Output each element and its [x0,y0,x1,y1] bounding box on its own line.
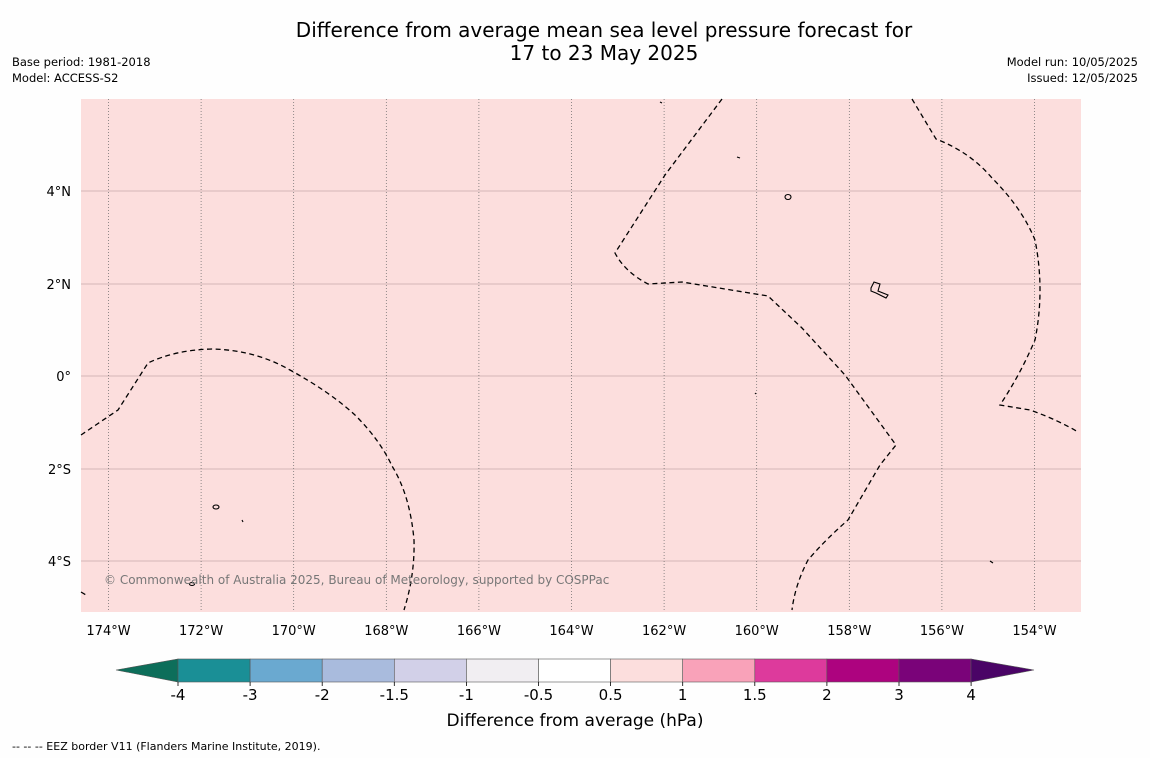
lon-label: 172°W [179,624,223,639]
island-kiritimati [870,281,889,299]
latitude-labels: 4°N 2°N 0° 2°S 4°S [47,185,72,570]
longitude-labels: 174°W 172°W 170°W 168°W 166°W 164°W 162°W 160°W… [86,624,1056,639]
island-c [784,193,792,201]
lon-label: 160°W [735,624,779,639]
eez-border-west [80,348,415,611]
copyright-notice: © Commonwealth of Australia 2025, Bureau… [104,573,609,587]
colorbar-tick-labels: -4 -3 -2 -1.5 -1 -0.5 0.5 1 1.5 2 3 4 [171,682,976,704]
lon-label: 164°W [549,624,593,639]
colorbar-bin [898,658,972,683]
colorbar-tick-label: 0.5 [599,686,623,704]
latitude-gridlines [81,190,1081,562]
colorbar-tick-label: -2 [315,686,330,704]
colorbar-bin [249,658,323,683]
eez-border-east [911,98,1079,433]
island-h [989,560,994,564]
colorbar-extend-low [115,658,179,683]
colorbar-bin [466,658,539,683]
colorbar-label: Difference from average (hPa) [447,711,704,731]
lat-label: 2°S [48,463,71,478]
chart-title: Difference from average mean sea level p… [0,19,1150,65]
colorbar-tick-label: -4 [171,686,186,704]
island-d [754,392,757,395]
title-line-2: 17 to 23 May 2025 [509,41,699,65]
colorbar-tick-label: -0.5 [524,686,553,704]
island-b [736,156,741,159]
colorbar-bins [177,658,972,683]
meta-left: Base period: 1981-2018 Model: ACCESS-S2 [12,54,151,86]
islands [188,101,994,587]
colorbar-tick-label: -3 [243,686,258,704]
issued-date: Issued: 12/05/2025 [1027,71,1138,85]
island-a [659,101,663,104]
colorbar-tick-label: 2 [822,686,832,704]
lat-label: 0° [56,370,71,385]
lat-label: 4°N [47,185,72,200]
colorbar-bin [682,658,756,683]
map-area: © Commonwealth of Australia 2025, Bureau… [80,98,1081,612]
meta-right: Model run: 10/05/2025 Issued: 12/05/2025 [1007,54,1138,86]
base-period: Base period: 1981-2018 [12,55,151,69]
colorbar-bin [393,658,467,683]
lon-label: 156°W [920,624,964,639]
colorbar-tick-label: -1.5 [380,686,409,704]
colorbar-bin [610,658,683,683]
colorbar-tick-label: 1 [678,686,688,704]
island-g [188,581,196,587]
colorbar-tick-label: 1.5 [743,686,767,704]
lon-label: 158°W [827,624,871,639]
island-f [241,519,244,523]
eez-footnote: -- -- -- EEZ border V11 (Flanders Marine… [12,740,321,753]
colorbar-bin [826,658,900,683]
lon-label: 168°W [364,624,408,639]
island-e [212,504,220,510]
colorbar: -4 -3 -2 -1.5 -1 -0.5 0.5 1 1.5 2 3 4 Difference fr… [115,658,1035,731]
colorbar-bin [754,658,828,683]
eez-border-central [614,98,897,611]
eez-borders [80,98,1079,611]
colorbar-tick-label: 3 [894,686,904,704]
lat-label: 2°N [47,278,72,293]
lon-label: 170°W [272,624,316,639]
colorbar-bin [538,658,611,683]
colorbar-tick-label: 4 [966,686,976,704]
colorbar-tick-label: -1 [459,686,474,704]
lat-label: 4°S [48,555,71,570]
model-run: Model run: 10/05/2025 [1006,55,1138,69]
lon-label: 174°W [86,624,130,639]
eez-border-corner [80,591,87,596]
lon-label: 162°W [642,624,686,639]
lon-label: 166°W [457,624,501,639]
colorbar-bin [177,658,251,683]
map-background [81,99,1081,612]
model-name: Model: ACCESS-S2 [12,71,119,85]
colorbar-extend-high [970,658,1035,683]
title-line-1: Difference from average mean sea level p… [295,18,913,42]
colorbar-bin [321,658,395,683]
lon-label: 154°W [1012,624,1056,639]
